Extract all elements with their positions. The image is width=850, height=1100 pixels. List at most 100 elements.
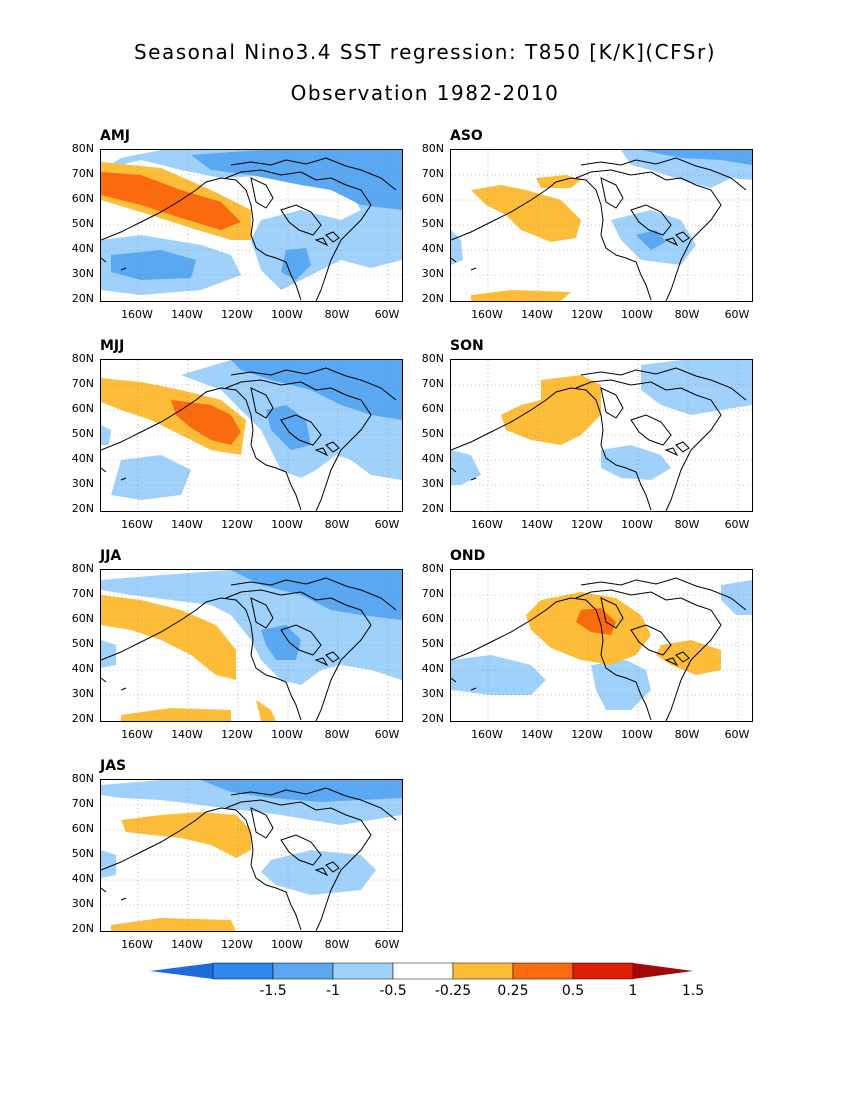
colorbar-segment [572, 962, 634, 980]
coastline [600, 177, 624, 209]
longitude-label: 80W [324, 938, 350, 951]
coastline [580, 367, 747, 401]
longitude-label: 60W [374, 728, 400, 741]
longitude-label: 60W [374, 518, 400, 531]
map-canvas [101, 360, 402, 511]
map-canvas [451, 570, 752, 721]
coastline [101, 387, 302, 511]
coastline [630, 414, 672, 446]
panel-label: JAS [100, 758, 127, 774]
coastline [250, 807, 274, 839]
shaded-region [591, 660, 651, 710]
coastline [280, 204, 322, 236]
title-line-1: Seasonal Nino3.4 SST regression: T850 [K… [133, 40, 717, 64]
panel-son: SON 80N 70N 60N 50N 40N 30N 20N 160W 140W 120W 100… [420, 338, 780, 538]
latitude-label: 30N [421, 687, 444, 700]
latitude-label: 50N [71, 217, 94, 230]
coastline [280, 834, 322, 866]
coastline [101, 807, 302, 931]
latitude-label: 20N [71, 712, 94, 725]
longitude-label: 80W [674, 308, 700, 321]
colorbar-segment [332, 962, 394, 980]
latitude-label: 60N [421, 612, 444, 625]
latitude-label: 70N [421, 377, 444, 390]
latitude-label: 20N [421, 502, 444, 515]
coastline [580, 577, 747, 611]
shaded-region [231, 570, 402, 620]
colorbar-over-arrow [633, 963, 693, 979]
panel-label: OND [450, 548, 486, 564]
shaded-region [121, 708, 231, 721]
panel-label: MJJ [100, 338, 125, 354]
map-aso [450, 149, 753, 302]
latitude-label: 60N [71, 192, 94, 205]
panel-ond: OND 80N 70N 60N 50N 40N 30N 20N 160W 140W 120W 100… [420, 548, 780, 748]
latitude-label: 30N [421, 477, 444, 490]
shaded-region [101, 640, 116, 668]
longitude-label: 80W [674, 518, 700, 531]
longitude-label: 140W [521, 308, 553, 321]
colorbar-tick-label: -0.25 [434, 983, 472, 999]
map-jja [100, 569, 403, 722]
map-canvas [451, 150, 752, 301]
longitude-label: 60W [724, 308, 750, 321]
coastline [250, 387, 274, 419]
shaded-region [101, 172, 241, 230]
latitude-label: 20N [71, 922, 94, 935]
latitude-label: 50N [71, 847, 94, 860]
latitude-label: 20N [421, 292, 444, 305]
longitude-label: 160W [471, 308, 503, 321]
map-son [450, 359, 753, 512]
latitude-label: 60N [71, 402, 94, 415]
shaded-region [451, 655, 546, 695]
longitude-label: 120W [221, 728, 253, 741]
longitude-label: 160W [121, 518, 153, 531]
coastline [314, 231, 340, 247]
shaded-region [261, 850, 376, 895]
coastline [101, 597, 302, 721]
coastline [451, 597, 652, 721]
map-canvas [101, 150, 402, 301]
coastline [314, 861, 340, 877]
longitude-label: 120W [571, 308, 603, 321]
longitude-label: 160W [471, 728, 503, 741]
coastline [451, 177, 652, 301]
shaded-region [201, 780, 402, 802]
latitude-label: 40N [71, 872, 94, 885]
map-canvas [451, 360, 752, 511]
colorbar-tick-label: -0.5 [379, 983, 407, 999]
colorbar-tick-label: -1 [326, 983, 340, 999]
longitude-label: 140W [171, 308, 203, 321]
latitude-label: 40N [71, 242, 94, 255]
latitude-label: 40N [71, 452, 94, 465]
latitude-label: 80N [71, 142, 94, 155]
shaded-region [111, 918, 236, 931]
longitude-label: 120W [221, 308, 253, 321]
colorbar-segment [512, 962, 574, 980]
coastline [250, 597, 274, 629]
coastline [451, 677, 477, 691]
panel-label: JJA [100, 548, 122, 564]
coastline [225, 379, 372, 511]
longitude-label: 140W [171, 938, 203, 951]
shaded-region [256, 700, 276, 721]
coastline [225, 169, 372, 301]
colorbar-tick-label: 1.5 [681, 983, 705, 999]
longitude-label: 100W [621, 728, 653, 741]
shaded-region [191, 150, 402, 210]
longitude-label: 140W [521, 728, 553, 741]
latitude-label: 60N [421, 402, 444, 415]
shaded-region [101, 595, 236, 680]
latitude-label: 80N [421, 352, 444, 365]
latitude-label: 30N [71, 477, 94, 490]
map-canvas [101, 780, 402, 931]
latitude-label: 70N [71, 167, 94, 180]
coastline [101, 467, 127, 481]
shaded-region [636, 230, 666, 250]
longitude-label: 100W [271, 728, 303, 741]
latitude-label: 70N [71, 797, 94, 810]
latitude-label: 50N [421, 637, 444, 650]
shaded-region [261, 625, 301, 660]
longitude-label: 160W [121, 938, 153, 951]
panel-label: AMJ [100, 128, 130, 144]
